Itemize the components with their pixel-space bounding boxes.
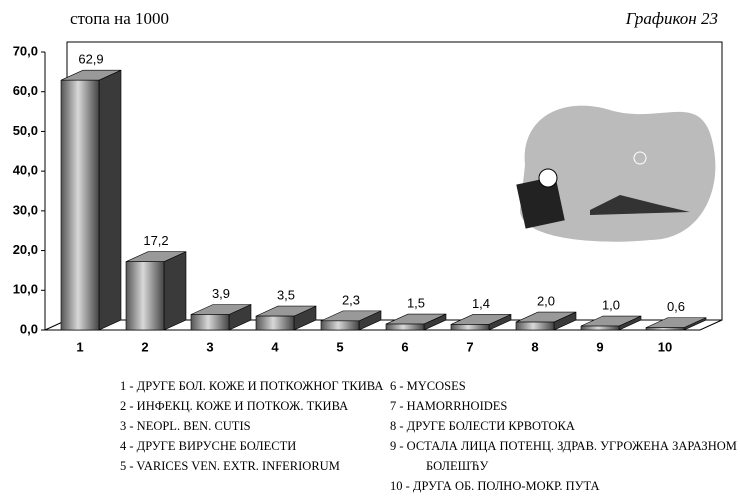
value-label: 17,2 (143, 233, 168, 248)
legend-entry: 7 - HAMORRHOIDES (390, 399, 508, 413)
bar (645, 317, 707, 331)
legend-entry: 5 - VARICES VEN. EXTR. INFERIORUM (120, 459, 340, 473)
y-tick-label: 0,0 (20, 321, 38, 336)
y-tick-label: 50,0 (13, 123, 38, 138)
bar (450, 313, 512, 331)
x-tick-label: 8 (531, 339, 538, 354)
value-label: 3,9 (212, 286, 230, 301)
x-tick-label: 6 (401, 339, 408, 354)
y-tick-label: 10,0 (13, 282, 38, 297)
value-label: 0,6 (667, 299, 685, 314)
chart-subtitle: стопа на 1000 (70, 9, 169, 28)
legend-entry: 9 - ОСТАЛА ЛИЦА ПОТЕНЦ. ЗДРАВ. УГРОЖЕНА … (390, 439, 737, 473)
y-tick-label: 20,0 (13, 242, 38, 257)
illustration (516, 105, 716, 242)
y-tick-label: 40,0 (13, 163, 38, 178)
page: стопа на 1000 Графикон 23 0,0 10,0 20,0 30,… (12, 8, 737, 493)
x-tick-label: 10 (658, 339, 672, 354)
x-tick-label: 1 (76, 339, 83, 354)
y-tick-label: 70,0 (13, 43, 38, 58)
x-tick-label: 3 (206, 339, 213, 354)
x-tick-label: 9 (596, 339, 603, 354)
bar (190, 304, 252, 331)
x-tick-label: 2 (141, 339, 148, 354)
bar (255, 305, 317, 331)
value-label: 1,4 (472, 296, 490, 311)
y-tick-label: 60,0 (13, 83, 38, 98)
bar (60, 69, 122, 331)
legend-entry: 8 - ДРУГЕ БОЛЕСТИ КРВОТОКА (390, 419, 575, 433)
bar (125, 251, 187, 331)
legend-entry: 1 - ДРУГЕ БОЛ. КОЖЕ И ПОТКОЖНОГ ТКИВА (120, 379, 384, 393)
value-label: 62,9 (78, 52, 103, 67)
chart: стопа на 1000 Графикон 23 0,010,020,030,… (13, 9, 723, 354)
chart-title: Графикон 23 (625, 9, 718, 28)
bar (385, 313, 447, 331)
legend-entry: 4 - ДРУГЕ ВИРУСНЕ БОЛЕСТИ (120, 439, 297, 453)
legend-entry: 3 - NEOPL. BEN. CUTIS (120, 419, 251, 433)
legend-entry: 10 - ДРУГА ОБ. ПОЛНО-МОКР. ПУТА (390, 479, 600, 493)
value-label: 1,0 (602, 297, 620, 312)
x-tick-label: 4 (271, 339, 279, 354)
legend-entry: 6 - MYCOSES (390, 379, 466, 393)
bar (515, 311, 577, 331)
value-label: 1,5 (407, 295, 425, 310)
value-label: 2,3 (342, 292, 360, 307)
y-tick-label: 30,0 (13, 202, 38, 217)
bar (580, 315, 642, 331)
x-tick-label: 5 (336, 339, 343, 354)
value-label: 3,5 (277, 288, 295, 303)
legend-entry: 2 - ИНФЕКЦ. КОЖЕ И ПОТКОЖ. ТКИВА (120, 399, 349, 413)
x-tick-label: 7 (466, 339, 473, 354)
bar (320, 310, 382, 331)
value-label: 2,0 (537, 293, 555, 308)
